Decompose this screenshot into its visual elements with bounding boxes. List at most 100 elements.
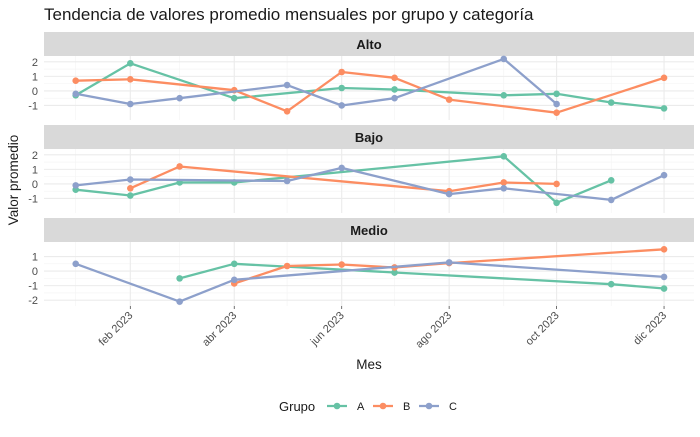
facet-strip-label: Bajo xyxy=(355,130,383,145)
legend-item-b: B xyxy=(373,401,410,413)
data-point xyxy=(338,68,345,76)
x-tick-label: oct 2023 xyxy=(523,310,561,348)
data-point xyxy=(72,90,80,98)
series-line xyxy=(75,57,558,107)
data-point xyxy=(607,99,615,106)
data-point xyxy=(176,163,183,170)
legend-item-a: A xyxy=(327,401,365,413)
data-point xyxy=(391,94,398,102)
data-point xyxy=(230,260,238,268)
y-tick-label: 0 xyxy=(32,86,38,98)
legend-item-c: C xyxy=(419,401,457,413)
x-tick-label: ago 2023 xyxy=(413,310,454,351)
data-point xyxy=(338,261,345,268)
y-tick-label: 1 xyxy=(32,71,38,83)
legend-title: Grupo xyxy=(279,399,315,414)
data-point xyxy=(391,86,398,93)
series-line xyxy=(75,166,665,202)
data-point xyxy=(283,81,291,89)
y-tick-label: -2 xyxy=(28,295,38,307)
data-point xyxy=(553,180,560,188)
data-point xyxy=(500,179,508,186)
legend-key-point xyxy=(333,402,341,410)
facet-panels: Alto -1 0 1 2 Bajo -1 0 1 2 Medio -2 -1 0 1 xyxy=(28,32,694,307)
data-point xyxy=(72,260,80,268)
data-point xyxy=(391,74,398,82)
y-tick-label: 2 xyxy=(32,150,38,162)
data-point xyxy=(660,285,668,292)
y-tick-label: 1 xyxy=(32,164,38,176)
x-tick-label: feb 2023 xyxy=(97,310,136,349)
legend-label: A xyxy=(357,401,365,413)
data-point xyxy=(660,171,668,179)
x-axis-title: Mes xyxy=(356,357,382,372)
data-point xyxy=(607,280,615,288)
facet-strip xyxy=(44,125,694,149)
y-tick-label: -1 xyxy=(28,193,38,205)
data-point xyxy=(445,259,453,266)
y-tick-label: 0 xyxy=(32,266,38,278)
data-point xyxy=(500,184,508,192)
y-tick-label: 2 xyxy=(32,57,38,69)
data-point xyxy=(445,96,453,103)
data-point xyxy=(338,164,345,172)
data-point xyxy=(553,100,560,108)
data-point xyxy=(127,176,134,183)
y-tick-label: -1 xyxy=(28,100,38,112)
facet-bajo: Bajo -1 0 1 2 xyxy=(28,125,694,213)
x-tick-label: abr 2023 xyxy=(200,310,239,349)
data-point xyxy=(500,55,508,63)
data-point xyxy=(553,109,560,117)
data-point xyxy=(127,59,134,67)
data-point xyxy=(283,262,291,270)
data-point xyxy=(72,182,80,189)
legend: Grupo A B C xyxy=(279,399,457,414)
x-axis-ticks: feb 2023 abr 2023 jun 2023 ago 2023 oct 2023… xyxy=(97,306,669,351)
series-c xyxy=(72,164,668,204)
facet-strip-label: Medio xyxy=(350,223,388,238)
data-point xyxy=(338,84,345,92)
legend-label: B xyxy=(403,401,410,413)
facet-strip xyxy=(44,218,694,242)
data-point xyxy=(553,90,560,98)
data-point xyxy=(445,190,453,198)
y-axis-title: Valor promedio xyxy=(6,135,21,226)
chart-title: Tendencia de valores promedio mensuales … xyxy=(44,5,534,24)
series-c xyxy=(72,259,668,305)
data-point xyxy=(176,94,183,102)
data-point xyxy=(127,75,134,83)
legend-key-point xyxy=(379,402,387,410)
data-point xyxy=(176,275,183,282)
data-point xyxy=(660,105,668,112)
data-point xyxy=(500,152,508,160)
data-point xyxy=(338,102,345,109)
series-a xyxy=(176,260,668,292)
data-point xyxy=(127,184,134,192)
data-point xyxy=(127,100,134,108)
legend-label: C xyxy=(449,401,457,413)
x-tick-label: jun 2023 xyxy=(308,310,347,349)
y-tick-label: -1 xyxy=(28,281,38,293)
x-tick-label: dic 2023 xyxy=(631,310,669,348)
data-point xyxy=(607,176,615,184)
data-point xyxy=(283,107,291,115)
data-point xyxy=(500,91,508,99)
data-point xyxy=(660,74,668,82)
data-point xyxy=(230,94,238,102)
y-tick-label: 1 xyxy=(32,252,38,264)
facet-strip xyxy=(44,32,694,56)
series-a xyxy=(72,59,668,112)
series-line xyxy=(75,70,665,114)
legend-key-point xyxy=(425,402,433,410)
y-tick-label: 0 xyxy=(32,179,38,191)
series-b xyxy=(72,68,668,117)
data-point xyxy=(660,245,668,253)
data-point xyxy=(72,77,80,85)
series-c xyxy=(72,55,560,109)
data-point xyxy=(607,196,615,204)
data-point xyxy=(660,273,668,281)
data-point xyxy=(553,199,560,207)
data-point xyxy=(391,269,398,276)
data-point xyxy=(176,298,183,305)
